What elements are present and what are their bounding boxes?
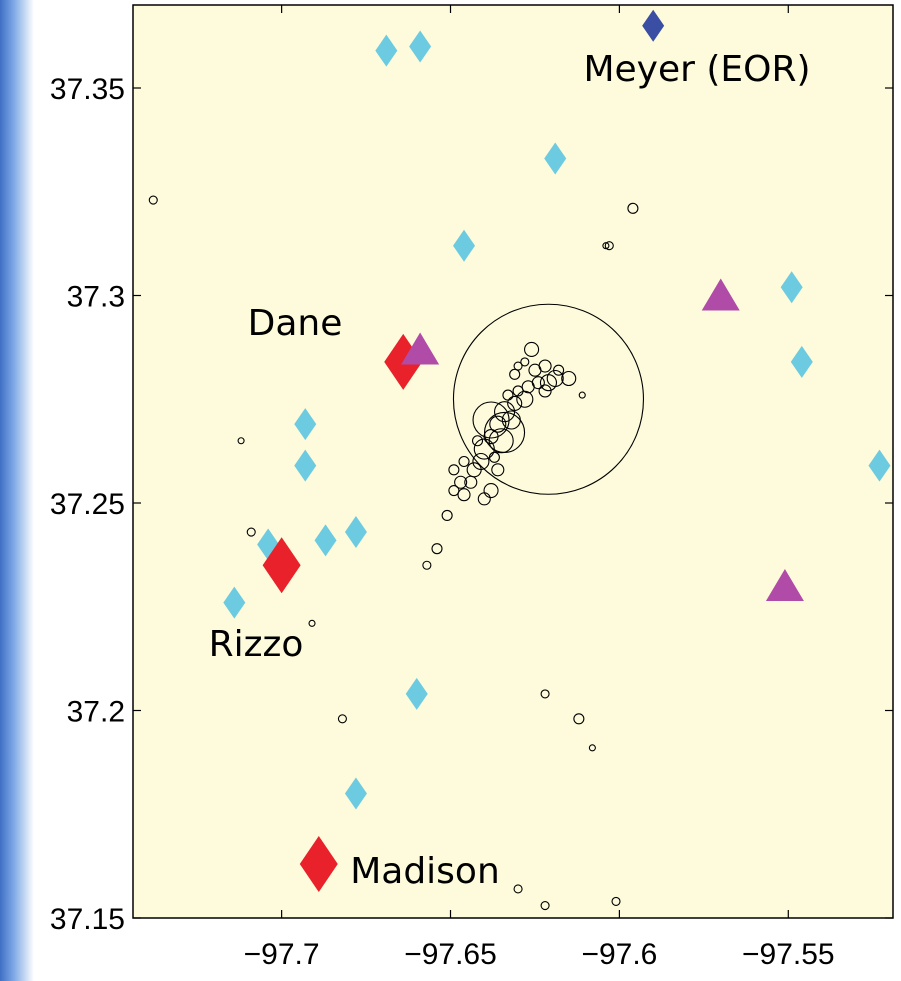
- earthquake: [627, 202, 639, 214]
- diamond-marker: [223, 586, 246, 619]
- earthquake: [502, 389, 514, 401]
- annotation: Madison: [350, 851, 500, 892]
- earthquake: [422, 560, 432, 570]
- earthquake: [308, 619, 316, 627]
- earthquake: [521, 380, 535, 394]
- earthquake: [454, 475, 468, 489]
- triangle-marker: [401, 332, 440, 365]
- triangle-marker: [765, 569, 804, 601]
- y-tick-label: 37.15: [50, 903, 125, 936]
- earthquake: [509, 368, 521, 380]
- earthquake: [431, 543, 443, 555]
- diamond-marker: [344, 777, 367, 810]
- earthquake: [561, 370, 577, 387]
- y-tick-label: 37.35: [50, 73, 125, 106]
- labels: 37.15 37.2 37.25 37.3 37.35 −97.7 −97.65 −97.6 −…: [50, 5, 893, 971]
- earthquake: [520, 357, 530, 367]
- diamond-marker: [294, 449, 317, 482]
- earthquake: [246, 527, 256, 537]
- diamond-marker: [375, 34, 398, 67]
- earthquake: [604, 241, 614, 251]
- earthquake: [540, 689, 550, 699]
- diamond-marker: [262, 537, 301, 594]
- earthquake: [578, 391, 586, 399]
- diamond-marker: [544, 142, 567, 175]
- x-tick-label: −97.65: [404, 938, 497, 971]
- annotation: Meyer (EOR): [583, 49, 810, 90]
- earthquake: [452, 303, 645, 495]
- y-tick-label: 37.25: [50, 488, 125, 521]
- earthquake: [516, 390, 534, 408]
- diamond-marker: [299, 836, 338, 893]
- earthquake: [464, 475, 478, 489]
- earthquake: [491, 463, 505, 477]
- earthquake: [488, 451, 500, 463]
- annotation: Rizzo: [209, 624, 304, 665]
- earthquake: [472, 401, 510, 439]
- diamond-marker: [409, 30, 432, 63]
- triangle-marker: [701, 278, 740, 311]
- y-tick-label: 37.2: [67, 696, 125, 729]
- diamond-marker: [790, 345, 813, 378]
- earthquake: [477, 492, 491, 506]
- earthquake: [539, 374, 558, 392]
- earthquake: [441, 509, 453, 522]
- earthquake: [524, 341, 540, 358]
- earthquake: [471, 435, 484, 447]
- earthquake: [337, 714, 347, 724]
- x-tick-label: −97.7: [244, 938, 320, 971]
- earthquake: [237, 437, 245, 445]
- diamond-marker: [868, 449, 891, 482]
- earthquake: [573, 713, 585, 725]
- x-tick-label: −97.6: [581, 938, 657, 971]
- earthquake: [483, 482, 499, 499]
- x-tick-label: −97.55: [742, 938, 835, 971]
- earthquake: [484, 411, 526, 454]
- annotation: Dane: [248, 303, 343, 344]
- earthquake: [528, 363, 542, 377]
- earthquake: [458, 455, 470, 468]
- diamond-marker: [294, 408, 317, 441]
- earthquake: [588, 744, 596, 752]
- earthquake: [489, 415, 507, 433]
- earthquake: [148, 195, 158, 205]
- marks: [148, 9, 891, 911]
- earthquake: [553, 364, 565, 376]
- earthquake: [540, 900, 550, 911]
- diamond-marker: [344, 516, 367, 549]
- diamond-marker: [405, 677, 428, 710]
- diamond-marker: [642, 9, 665, 42]
- y-tick-label: 37.3: [67, 281, 125, 314]
- earthquake: [448, 484, 460, 497]
- plot-area: [132, 4, 894, 919]
- diamond-marker: [780, 271, 803, 304]
- diamond-marker: [453, 229, 476, 262]
- earthquake: [611, 896, 621, 906]
- diamond-marker: [314, 524, 337, 557]
- earthquake: [538, 384, 552, 398]
- earthquake: [513, 884, 523, 894]
- earthquake: [448, 464, 460, 476]
- earthquake: [457, 488, 471, 502]
